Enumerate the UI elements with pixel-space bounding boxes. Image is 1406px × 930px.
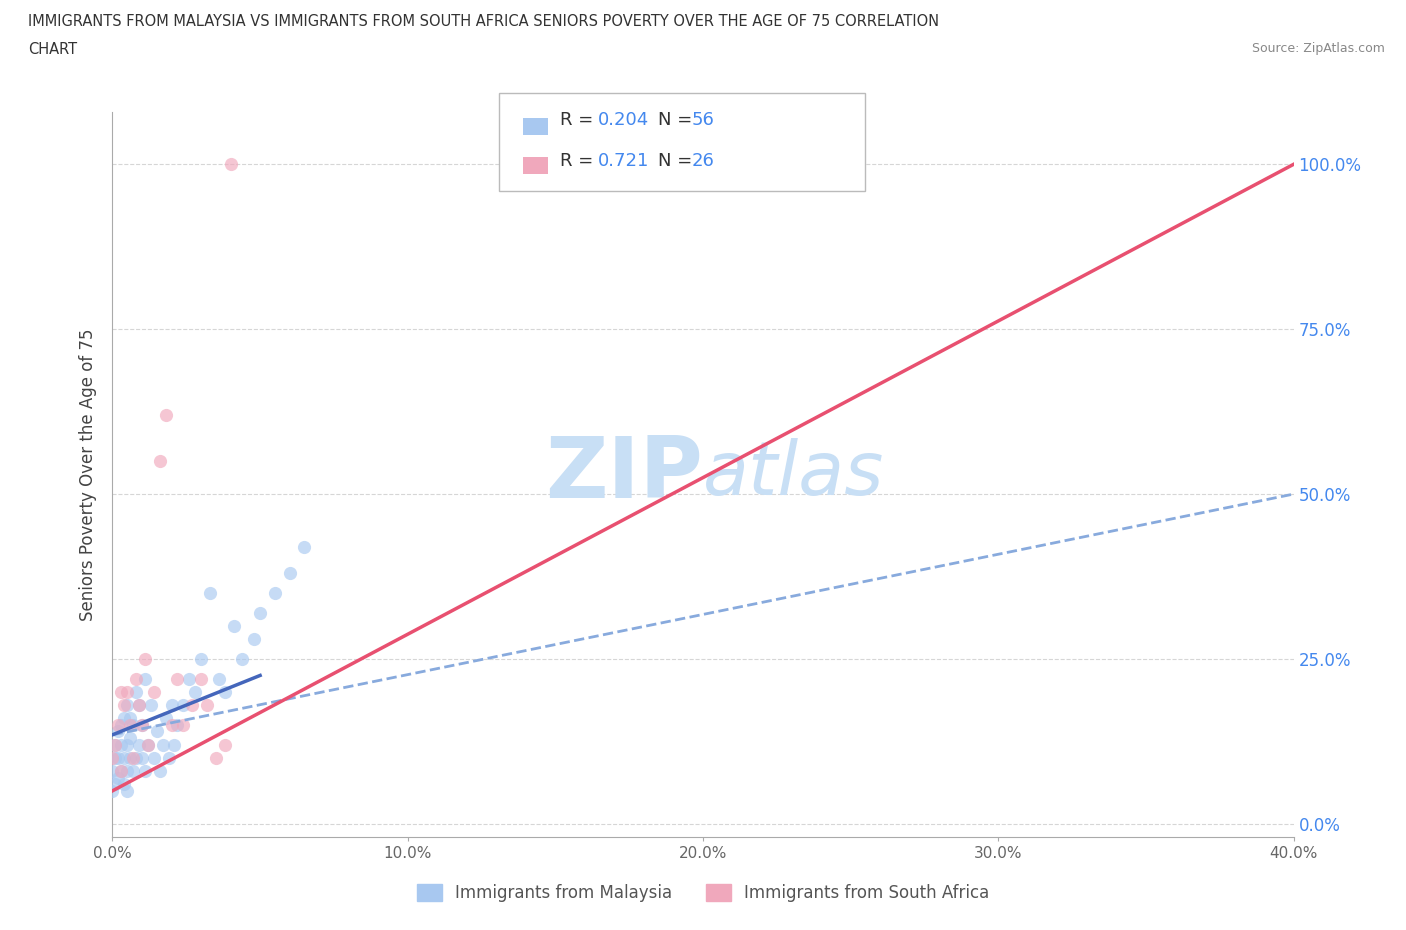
Text: N =: N = xyxy=(658,111,697,129)
Point xyxy=(136,737,159,752)
Point xyxy=(117,684,138,699)
Point xyxy=(101,764,124,778)
Text: Source: ZipAtlas.com: Source: ZipAtlas.com xyxy=(1251,42,1385,55)
Point xyxy=(149,764,172,778)
Point xyxy=(146,724,169,739)
Text: 26: 26 xyxy=(692,152,714,170)
Point xyxy=(292,539,315,554)
Point xyxy=(104,737,127,752)
Point xyxy=(110,764,132,778)
Point xyxy=(195,698,218,712)
Point xyxy=(163,737,186,752)
Point xyxy=(231,652,253,667)
Point xyxy=(160,717,183,732)
Point xyxy=(249,605,271,620)
Point xyxy=(155,407,177,422)
Point xyxy=(104,737,127,752)
Text: R =: R = xyxy=(560,152,605,170)
Text: ZIP: ZIP xyxy=(546,432,703,516)
Point xyxy=(104,777,127,791)
Point xyxy=(107,724,129,739)
Point xyxy=(222,618,245,633)
Point xyxy=(107,751,129,765)
Point xyxy=(125,684,148,699)
Point xyxy=(117,764,138,778)
Point xyxy=(120,751,142,765)
Point xyxy=(128,698,150,712)
Point xyxy=(179,671,201,686)
Point xyxy=(131,751,153,765)
Point xyxy=(122,751,145,765)
Point xyxy=(149,454,172,469)
Point xyxy=(128,737,150,752)
Point xyxy=(120,717,142,732)
Text: 0.204: 0.204 xyxy=(598,111,648,129)
Point xyxy=(101,783,124,798)
Point xyxy=(190,671,212,686)
Point xyxy=(198,586,221,601)
Point xyxy=(112,751,135,765)
Point xyxy=(184,684,207,699)
Point xyxy=(101,751,124,765)
Point xyxy=(112,711,135,725)
Text: CHART: CHART xyxy=(28,42,77,57)
Point xyxy=(131,717,153,732)
Point xyxy=(125,751,148,765)
Point xyxy=(214,737,236,752)
Point xyxy=(142,684,165,699)
Point xyxy=(190,652,212,667)
Point xyxy=(208,671,231,686)
Text: IMMIGRANTS FROM MALAYSIA VS IMMIGRANTS FROM SOUTH AFRICA SENIORS POVERTY OVER TH: IMMIGRANTS FROM MALAYSIA VS IMMIGRANTS F… xyxy=(28,14,939,29)
Text: 56: 56 xyxy=(692,111,714,129)
Point xyxy=(219,157,242,172)
Point xyxy=(278,565,301,580)
Text: atlas: atlas xyxy=(703,438,884,511)
Point xyxy=(166,717,188,732)
Point xyxy=(134,764,156,778)
Point xyxy=(110,717,132,732)
Point xyxy=(172,717,194,732)
Point xyxy=(131,717,153,732)
Point xyxy=(160,698,183,712)
Point xyxy=(122,717,145,732)
Point xyxy=(117,783,138,798)
Point xyxy=(181,698,204,712)
Point xyxy=(157,751,180,765)
Point xyxy=(205,751,228,765)
Point xyxy=(110,737,132,752)
Point xyxy=(136,737,159,752)
Point xyxy=(112,777,135,791)
Point xyxy=(172,698,194,712)
Point xyxy=(117,737,138,752)
Point xyxy=(112,698,135,712)
Point xyxy=(125,671,148,686)
Point xyxy=(107,770,129,785)
Point xyxy=(166,671,188,686)
Point xyxy=(110,764,132,778)
Point xyxy=(134,652,156,667)
Point xyxy=(214,684,236,699)
Point xyxy=(104,751,127,765)
Point xyxy=(117,698,138,712)
Point xyxy=(107,717,129,732)
Point xyxy=(264,586,287,601)
Text: R =: R = xyxy=(560,111,599,129)
Point xyxy=(128,698,150,712)
Point xyxy=(134,671,156,686)
Point xyxy=(152,737,174,752)
Point xyxy=(122,764,145,778)
Point xyxy=(155,711,177,725)
Y-axis label: Seniors Poverty Over the Age of 75: Seniors Poverty Over the Age of 75 xyxy=(79,328,97,620)
Point xyxy=(120,711,142,725)
Point xyxy=(139,698,162,712)
Text: 0.721: 0.721 xyxy=(598,152,650,170)
Legend: Immigrants from Malaysia, Immigrants from South Africa: Immigrants from Malaysia, Immigrants fro… xyxy=(411,877,995,909)
Point xyxy=(142,751,165,765)
Point xyxy=(110,684,132,699)
Point xyxy=(120,731,142,746)
Point xyxy=(243,631,266,646)
Text: N =: N = xyxy=(658,152,697,170)
